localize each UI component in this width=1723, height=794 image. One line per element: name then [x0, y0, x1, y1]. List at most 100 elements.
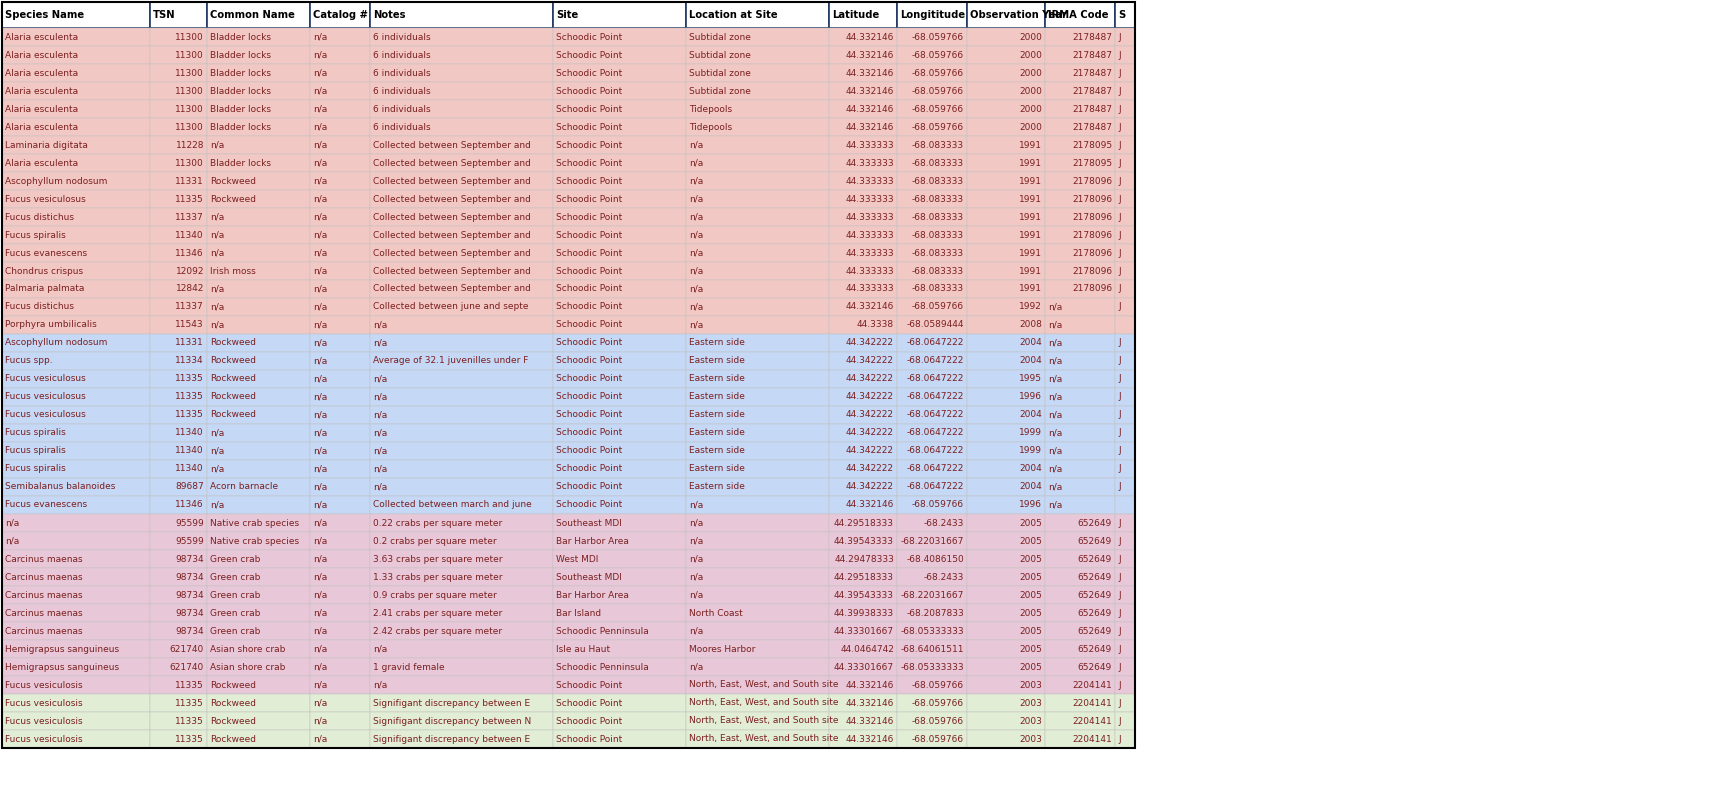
Bar: [2, 694, 150, 712]
Bar: [370, 604, 553, 622]
Bar: [553, 460, 686, 478]
Text: n/a: n/a: [314, 429, 327, 437]
Text: TSN: TSN: [153, 10, 176, 20]
Text: Schoodic Point: Schoodic Point: [557, 122, 622, 132]
Text: 98734: 98734: [176, 626, 203, 635]
Bar: [207, 208, 310, 226]
Bar: [1044, 712, 1115, 730]
Text: Tidepools: Tidepools: [689, 122, 732, 132]
Bar: [829, 298, 896, 316]
Bar: [967, 478, 1044, 496]
Bar: [896, 298, 967, 316]
Text: 44.333333: 44.333333: [844, 141, 894, 149]
Bar: [1115, 460, 1134, 478]
Text: n/a: n/a: [689, 626, 703, 635]
Text: 44.29478333: 44.29478333: [834, 554, 894, 564]
Bar: [1115, 550, 1134, 568]
Text: n/a: n/a: [314, 518, 327, 527]
Text: 652649: 652649: [1077, 662, 1111, 672]
Text: 2000: 2000: [1018, 68, 1041, 78]
Bar: [686, 478, 829, 496]
Text: 95599: 95599: [176, 537, 203, 545]
Bar: [207, 568, 310, 586]
Bar: [553, 28, 686, 46]
Bar: [686, 442, 829, 460]
Text: Rockweed: Rockweed: [210, 338, 255, 348]
Bar: [2, 442, 150, 460]
Text: 11340: 11340: [176, 464, 203, 473]
Text: 2005: 2005: [1018, 572, 1041, 581]
Bar: [686, 586, 829, 604]
Bar: [310, 334, 370, 352]
Bar: [553, 244, 686, 262]
Bar: [150, 442, 207, 460]
Text: J: J: [1117, 213, 1120, 222]
Bar: [1044, 532, 1115, 550]
Bar: [150, 82, 207, 100]
Text: 652649: 652649: [1077, 537, 1111, 545]
Bar: [310, 640, 370, 658]
Text: Signifigant discrepancy between E: Signifigant discrepancy between E: [372, 699, 529, 707]
Text: Schoodic Point: Schoodic Point: [557, 284, 622, 294]
Text: Southeast MDI: Southeast MDI: [557, 572, 622, 581]
Text: Eastern side: Eastern side: [689, 357, 744, 365]
Bar: [829, 244, 896, 262]
Bar: [1115, 352, 1134, 370]
Text: 44.333333: 44.333333: [844, 267, 894, 276]
Bar: [1044, 568, 1115, 586]
Text: n/a: n/a: [314, 626, 327, 635]
Text: n/a: n/a: [314, 608, 327, 618]
Text: J: J: [1117, 141, 1120, 149]
Text: Green crab: Green crab: [210, 572, 260, 581]
Text: 652649: 652649: [1077, 554, 1111, 564]
Bar: [150, 190, 207, 208]
Text: -68.0647222: -68.0647222: [906, 338, 963, 348]
Bar: [829, 316, 896, 334]
Text: 3.63 crabs per square meter: 3.63 crabs per square meter: [372, 554, 501, 564]
Text: 44.342222: 44.342222: [846, 392, 894, 402]
Text: n/a: n/a: [210, 284, 224, 294]
Bar: [150, 64, 207, 82]
Bar: [150, 352, 207, 370]
Bar: [967, 64, 1044, 82]
Bar: [2, 730, 150, 748]
Text: n/a: n/a: [314, 680, 327, 689]
Bar: [207, 244, 310, 262]
Text: Green crab: Green crab: [210, 608, 260, 618]
Bar: [896, 406, 967, 424]
Text: Chondrus crispus: Chondrus crispus: [5, 267, 83, 276]
Bar: [150, 640, 207, 658]
Bar: [310, 730, 370, 748]
Bar: [1115, 136, 1134, 154]
Bar: [1115, 118, 1134, 136]
Text: Schoodic Point: Schoodic Point: [557, 321, 622, 330]
Bar: [553, 406, 686, 424]
Text: Hemigrapsus sanguineus: Hemigrapsus sanguineus: [5, 662, 119, 672]
Bar: [967, 586, 1044, 604]
Bar: [896, 28, 967, 46]
Text: 44.332146: 44.332146: [846, 303, 894, 311]
Text: Carcinus maenas: Carcinus maenas: [5, 626, 83, 635]
Text: Average of 32.1 juvenilles under F: Average of 32.1 juvenilles under F: [372, 357, 527, 365]
Text: Bladder locks: Bladder locks: [210, 51, 271, 60]
Text: 1999: 1999: [1018, 429, 1041, 437]
Text: 44.332146: 44.332146: [846, 699, 894, 707]
Text: 11228: 11228: [176, 141, 203, 149]
Text: 44.33301667: 44.33301667: [834, 662, 894, 672]
Bar: [686, 2, 829, 28]
Text: n/a: n/a: [372, 321, 388, 330]
Bar: [370, 514, 553, 532]
Bar: [829, 118, 896, 136]
Text: n/a: n/a: [314, 303, 327, 311]
Bar: [1044, 604, 1115, 622]
Bar: [553, 442, 686, 460]
Bar: [967, 388, 1044, 406]
Text: 11334: 11334: [176, 357, 203, 365]
Bar: [553, 100, 686, 118]
Bar: [2, 298, 150, 316]
Text: 2204141: 2204141: [1072, 699, 1111, 707]
Text: 6 individuals: 6 individuals: [372, 87, 431, 95]
Text: Subtidal zone: Subtidal zone: [689, 51, 751, 60]
Bar: [686, 244, 829, 262]
Bar: [1115, 172, 1134, 190]
